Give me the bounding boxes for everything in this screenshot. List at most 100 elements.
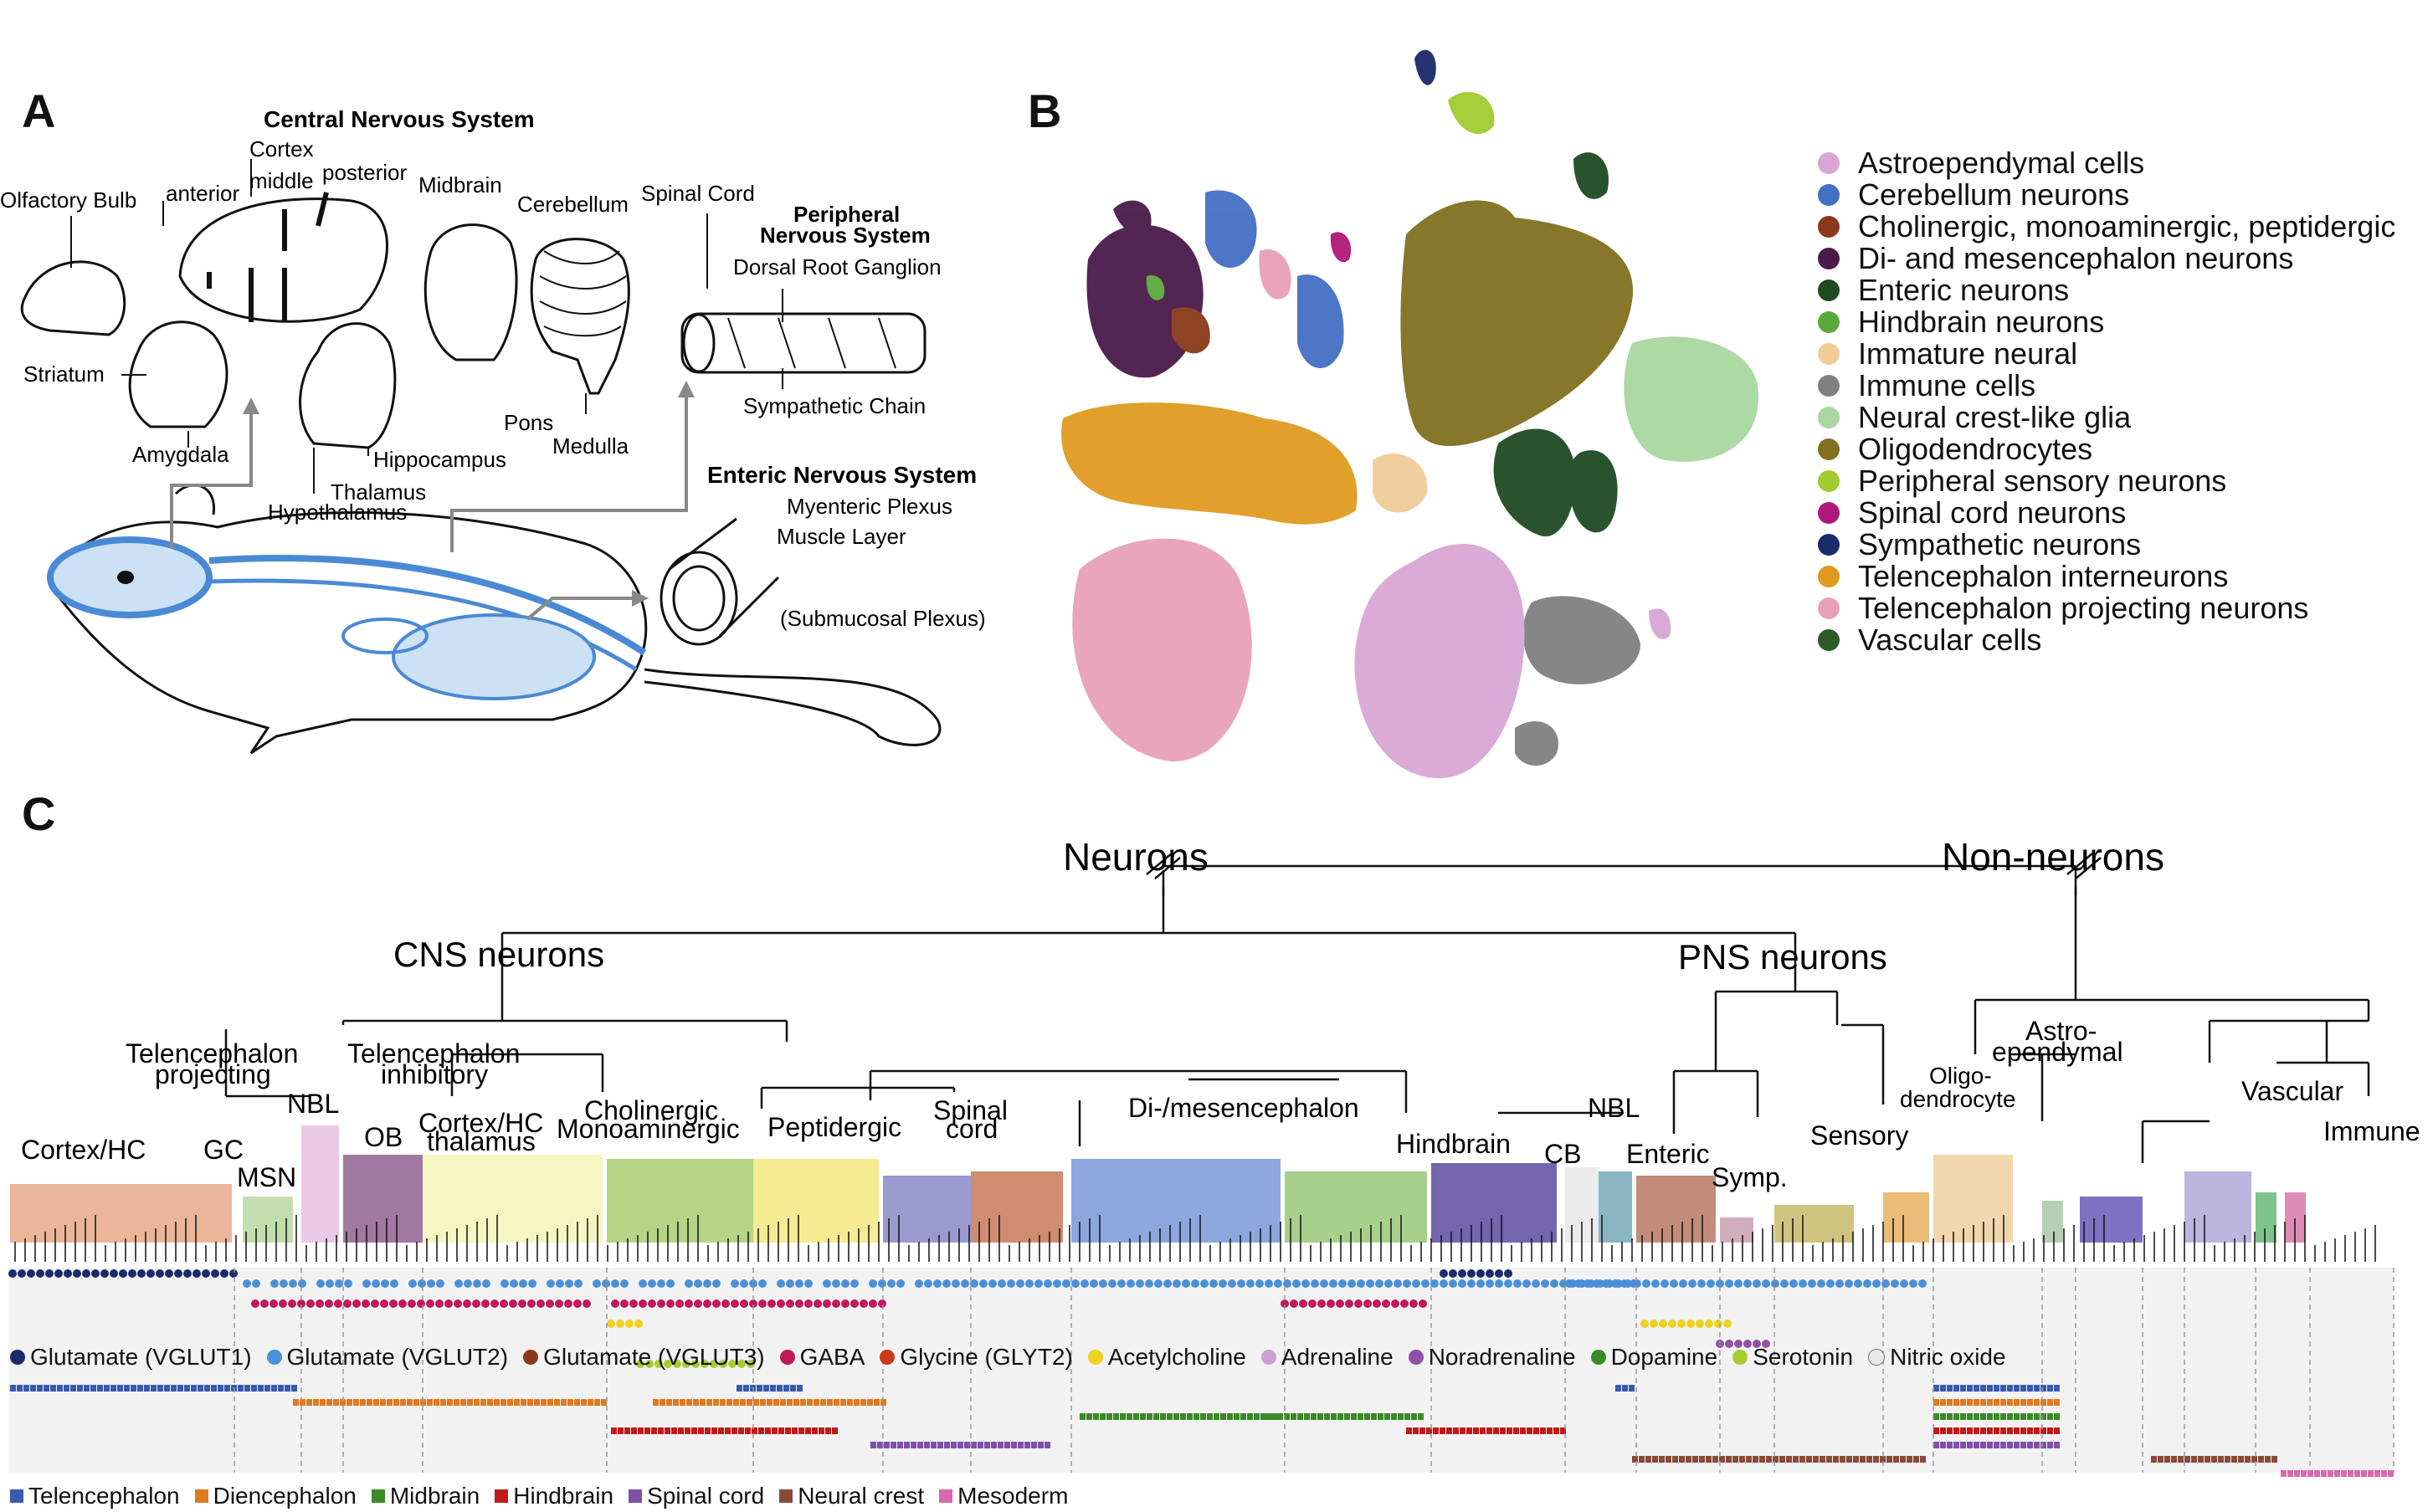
region-square bbox=[278, 1385, 284, 1392]
region-square bbox=[77, 1385, 83, 1392]
neurotransmitter-dot bbox=[896, 1279, 905, 1288]
region-square bbox=[460, 1399, 466, 1406]
region-square bbox=[131, 1385, 136, 1392]
neurotransmitter-dot bbox=[1476, 1279, 1485, 1288]
region-legend-item: Mesoderm bbox=[939, 1483, 1068, 1509]
neurotransmitter-dot bbox=[1327, 1299, 1335, 1308]
neurotransmitter-label: GABA bbox=[799, 1344, 865, 1370]
legend-swatch bbox=[1818, 566, 1840, 587]
cortex-drawing bbox=[178, 197, 388, 323]
region-square bbox=[931, 1442, 937, 1448]
neurotransmitter-dot bbox=[673, 1360, 681, 1368]
neurotransmitter-dot bbox=[1382, 1299, 1390, 1308]
neurotransmitter-dot bbox=[1053, 1279, 1061, 1288]
neurotransmitter-swatch bbox=[10, 1350, 25, 1365]
label-msn: MSN bbox=[237, 1162, 296, 1192]
neurotransmitter-dot bbox=[767, 1299, 776, 1308]
region-square bbox=[763, 1385, 769, 1392]
neurotransmitter-dot bbox=[685, 1299, 693, 1308]
region-square bbox=[1967, 1427, 1973, 1434]
neurotransmitter-dot bbox=[91, 1269, 100, 1278]
region-square bbox=[1886, 1456, 1892, 1463]
region-square bbox=[653, 1399, 659, 1406]
neurotransmitter-dot bbox=[389, 1299, 398, 1308]
region-square bbox=[2334, 1470, 2340, 1477]
submucosal-label: (Submucosal Plexus) bbox=[780, 606, 986, 631]
neurotransmitter-dot bbox=[156, 1269, 164, 1278]
legend-swatch bbox=[1818, 470, 1840, 492]
region-square bbox=[1426, 1427, 1432, 1434]
legend-label: Di- and mesencephalon neurons bbox=[1858, 241, 2294, 275]
region-square bbox=[1953, 1385, 1959, 1392]
neurotransmitter-dot bbox=[1345, 1299, 1353, 1308]
region-square bbox=[1351, 1413, 1357, 1420]
thalamus-label: Thalamus bbox=[331, 479, 426, 505]
label-non-neurons: Non-neurons bbox=[1942, 835, 2164, 879]
neurotransmitter-dot bbox=[128, 1269, 136, 1278]
neurotransmitter-dot bbox=[682, 1360, 690, 1368]
region-square bbox=[2184, 1456, 2190, 1463]
neurotransmitter-dot bbox=[298, 1279, 306, 1288]
region-square bbox=[1974, 1427, 1979, 1434]
region-square bbox=[2047, 1427, 2053, 1434]
label-gc: GC bbox=[203, 1135, 244, 1165]
neurotransmitter-dot bbox=[352, 1299, 361, 1308]
region-square bbox=[957, 1442, 963, 1448]
neurotransmitter-dot bbox=[1504, 1279, 1512, 1288]
region-square bbox=[2328, 1470, 2333, 1477]
region-square bbox=[2020, 1399, 2026, 1406]
panel-label-c: C bbox=[22, 787, 56, 840]
region-square bbox=[1080, 1413, 1086, 1420]
neurotransmitter-dot bbox=[518, 1299, 526, 1308]
region-square bbox=[827, 1399, 833, 1406]
neurotransmitter-dot bbox=[1817, 1279, 1825, 1288]
region-square bbox=[832, 1427, 838, 1434]
neurotransmitter-dot bbox=[1400, 1299, 1409, 1308]
neurotransmitter-dot bbox=[1209, 1279, 1218, 1288]
region-square bbox=[797, 1385, 803, 1392]
neurotransmitter-dot bbox=[666, 1279, 675, 1288]
middle-label: middle bbox=[249, 168, 314, 193]
region-square bbox=[1493, 1427, 1499, 1434]
neurotransmitter-legend-item: Glutamate (VGLUT3) bbox=[523, 1344, 765, 1371]
neurotransmitter-dot bbox=[1145, 1279, 1153, 1288]
region-square bbox=[706, 1399, 712, 1406]
panel-c-dendrogram: Neurons Non-neurons CNS neurons PNS neur… bbox=[8, 835, 2420, 1477]
neurotransmitter-dot bbox=[1486, 1269, 1494, 1278]
neurotransmitter-dot bbox=[1449, 1269, 1457, 1278]
neurotransmitter-dot bbox=[509, 1299, 517, 1308]
myenteric-label: Myenteric Plexus bbox=[787, 494, 952, 519]
region-square bbox=[2040, 1385, 2046, 1392]
region-square bbox=[144, 1385, 150, 1392]
region-square bbox=[777, 1385, 783, 1392]
neurotransmitter-dot bbox=[694, 1279, 702, 1288]
region-square bbox=[2027, 1442, 2033, 1448]
neurotransmitter-swatch bbox=[1260, 1350, 1276, 1365]
neurotransmitter-dot bbox=[573, 1299, 582, 1308]
neurotransmitter-dot bbox=[490, 1299, 499, 1308]
region-square bbox=[725, 1427, 731, 1434]
legend-swatch bbox=[1818, 184, 1840, 206]
region-square bbox=[765, 1427, 771, 1434]
legend-label: Telencephalon interneurons bbox=[1858, 559, 2229, 593]
region-square bbox=[1406, 1427, 1412, 1434]
cluster-hindbrain bbox=[1146, 275, 1165, 300]
region-square bbox=[911, 1442, 916, 1448]
region-square bbox=[1453, 1427, 1459, 1434]
region-square bbox=[1371, 1413, 1377, 1420]
neurotransmitter-dot bbox=[1513, 1279, 1522, 1288]
neurotransmitter-dot bbox=[260, 1299, 269, 1308]
neurotransmitter-dot bbox=[1136, 1279, 1144, 1288]
neurotransmitter-label: Serotonin bbox=[1753, 1344, 1854, 1370]
neurotransmitter-dot bbox=[1308, 1299, 1317, 1308]
region-square bbox=[57, 1385, 63, 1392]
region-square bbox=[658, 1427, 664, 1434]
neurotransmitter-dot bbox=[1495, 1269, 1503, 1278]
neurotransmitter-dot bbox=[740, 1279, 748, 1288]
region-square bbox=[1645, 1456, 1651, 1463]
region-square bbox=[2027, 1427, 2033, 1434]
region-square bbox=[157, 1385, 163, 1392]
region-square bbox=[2014, 1399, 2020, 1406]
neurotransmitter-dot bbox=[1725, 1279, 1733, 1288]
region-square bbox=[1560, 1427, 1566, 1434]
